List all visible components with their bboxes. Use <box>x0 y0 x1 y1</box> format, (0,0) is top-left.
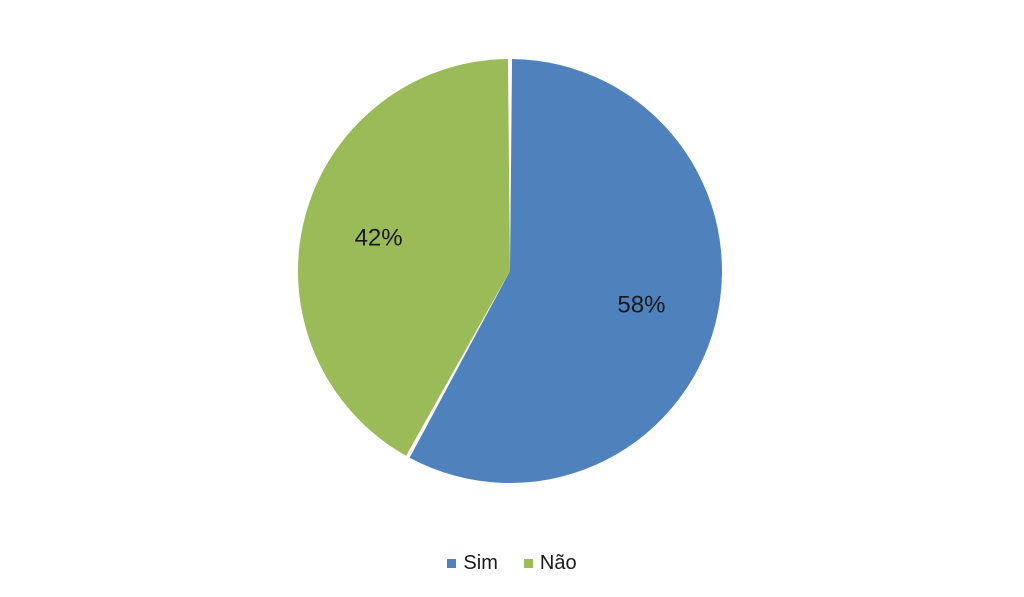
square-marker <box>447 558 457 568</box>
chart-legend: Sim Não <box>0 546 1024 580</box>
pie-data-label-sim: 58% <box>617 292 665 319</box>
legend-item-sim[interactable]: Sim <box>447 552 498 574</box>
square-marker <box>523 558 533 568</box>
pie-svg: 58% 42% <box>297 59 723 484</box>
pie-data-label-group: 58% 42% <box>355 224 666 318</box>
pie-slice-group <box>297 59 723 484</box>
pie-data-label-não: 42% <box>355 224 403 251</box>
legend-label: Não <box>539 552 577 574</box>
legend-item-não[interactable]: Não <box>523 552 577 574</box>
pie-slice-sim[interactable] <box>409 59 723 484</box>
legend-label: Sim <box>463 552 498 574</box>
pie-slice-não[interactable] <box>297 59 510 456</box>
plot-area: 58% 42% <box>297 59 723 484</box>
